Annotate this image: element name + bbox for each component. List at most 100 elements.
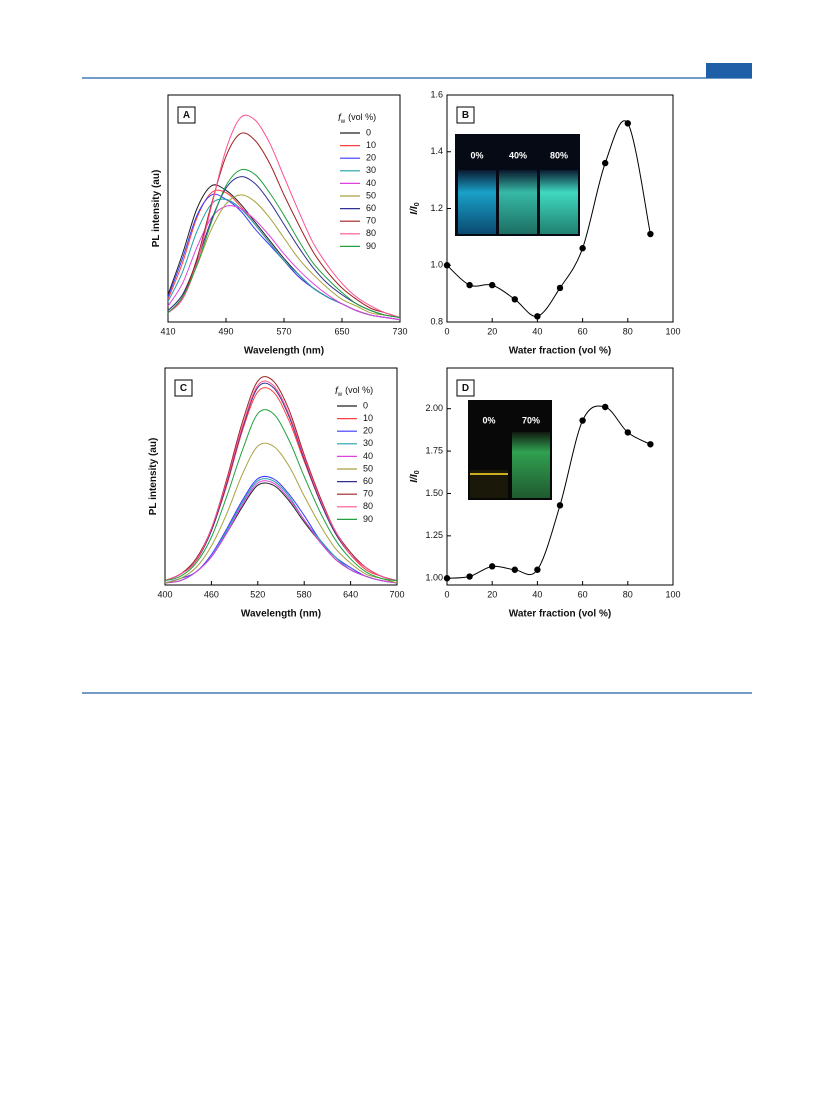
panel-box — [456, 379, 475, 397]
inset-label: 70% — [522, 415, 540, 425]
vial — [512, 432, 550, 498]
data-point — [443, 575, 451, 582]
x-tick-label: 0 — [444, 589, 449, 599]
legend-label: 10 — [363, 413, 373, 423]
data-point — [602, 159, 609, 167]
legend-label: 90 — [366, 241, 376, 251]
data-point — [511, 566, 518, 573]
panel-label: B — [462, 110, 469, 121]
data-point — [556, 502, 564, 509]
legend-label: 20 — [366, 153, 376, 163]
fit-line — [446, 120, 651, 317]
y-axis-label-sub: 0 — [414, 470, 421, 474]
legend-label: 20 — [363, 426, 373, 436]
x-tick-label: 100 — [665, 326, 680, 336]
plot-frame — [164, 367, 398, 586]
y-tick-label: 1.75 — [425, 445, 443, 455]
data-point — [647, 441, 654, 448]
x-tick-label: 60 — [578, 326, 588, 336]
data-point — [579, 245, 586, 252]
legend-label: 70 — [363, 489, 373, 499]
fit-line — [446, 405, 651, 579]
y-tick-label: 1.0 — [430, 260, 443, 270]
inset-label: 0% — [470, 150, 483, 160]
spectrum-line — [167, 194, 401, 318]
x-tick-label: 20 — [487, 326, 497, 336]
y-tick-label: 1.50 — [425, 488, 443, 498]
inset-label: 40% — [509, 150, 527, 160]
legend-label: 50 — [366, 190, 376, 200]
legend-label: 10 — [366, 140, 376, 150]
data-point — [534, 566, 541, 573]
x-axis-label: Wavelength (nm) — [241, 609, 321, 620]
data-point — [443, 262, 451, 269]
y-tick-label: 1.6 — [430, 89, 443, 99]
y-tick-label: 2.00 — [425, 403, 443, 413]
y-axis-label: I/I0 — [409, 202, 421, 214]
legend-label: 80 — [366, 228, 376, 238]
x-tick-label: 650 — [334, 326, 349, 336]
y-axis-label-main: PL intensity (au) — [148, 438, 159, 516]
y-tick-label: 1.4 — [430, 146, 443, 156]
inset-label: 80% — [550, 150, 568, 160]
spectrum-line — [167, 168, 401, 318]
x-tick-label: 100 — [665, 589, 680, 599]
legend-label: 70 — [366, 216, 376, 226]
y-axis-label-main: PL intensity (au) — [151, 170, 162, 248]
legend-label: 80 — [363, 501, 373, 511]
y-tick-label: 1.00 — [425, 573, 443, 583]
data-point — [466, 573, 473, 580]
y-axis-label-main: I/I — [409, 206, 420, 215]
legend-label: 60 — [366, 203, 376, 213]
data-point — [556, 284, 564, 292]
y-tick-label: 1.25 — [425, 530, 443, 540]
x-tick-label: 40 — [532, 589, 542, 599]
y-axis-label-sub: 0 — [414, 202, 421, 206]
y-tick-label: 1.2 — [430, 203, 443, 213]
x-tick-label: 520 — [250, 589, 265, 599]
legend-title-sub: w — [340, 119, 346, 125]
x-tick-label: 490 — [218, 326, 233, 336]
y-axis-label: I/I0 — [409, 470, 421, 482]
panel-box — [174, 379, 193, 397]
vial — [540, 170, 578, 234]
y-axis-label: PL intensity (au) — [148, 438, 159, 516]
data-point — [624, 120, 631, 127]
x-tick-label: 700 — [389, 589, 404, 599]
panel-box — [456, 106, 475, 124]
panel-label: A — [183, 110, 190, 121]
data-point — [534, 313, 541, 320]
header-tab — [706, 63, 752, 78]
legend-label: 0 — [363, 400, 368, 410]
x-tick-label: 20 — [487, 589, 497, 599]
x-tick-label: 640 — [343, 589, 358, 599]
legend-label: 30 — [366, 165, 376, 175]
data-point — [647, 230, 654, 238]
data-point — [579, 417, 586, 424]
spectrum-line — [164, 442, 398, 584]
spectrum-line — [164, 475, 398, 584]
panel-box — [177, 106, 196, 124]
legend-title-rest: (vol %) — [348, 112, 376, 122]
x-tick-label: 80 — [623, 326, 633, 336]
legend-label: 0 — [366, 127, 371, 137]
x-tick-label: 60 — [578, 589, 588, 599]
data-point — [489, 281, 496, 289]
legend-label: 40 — [366, 178, 376, 188]
y-axis-label-main: I/I — [409, 474, 420, 483]
y-tick-label: 0.8 — [430, 316, 443, 326]
legend-label: 30 — [363, 438, 373, 448]
vial — [458, 170, 496, 234]
spectrum-line — [164, 480, 398, 584]
legend-title-rest: (vol %) — [345, 385, 373, 395]
x-tick-label: 0 — [444, 326, 449, 336]
data-point — [602, 403, 609, 411]
legend-label: 90 — [363, 514, 373, 524]
data-point — [624, 429, 631, 436]
y-axis-label: PL intensity (au) — [151, 170, 162, 248]
x-tick-label: 580 — [297, 589, 312, 599]
data-point — [489, 563, 496, 570]
legend-title-f: f — [335, 386, 339, 397]
data-point — [466, 281, 473, 289]
